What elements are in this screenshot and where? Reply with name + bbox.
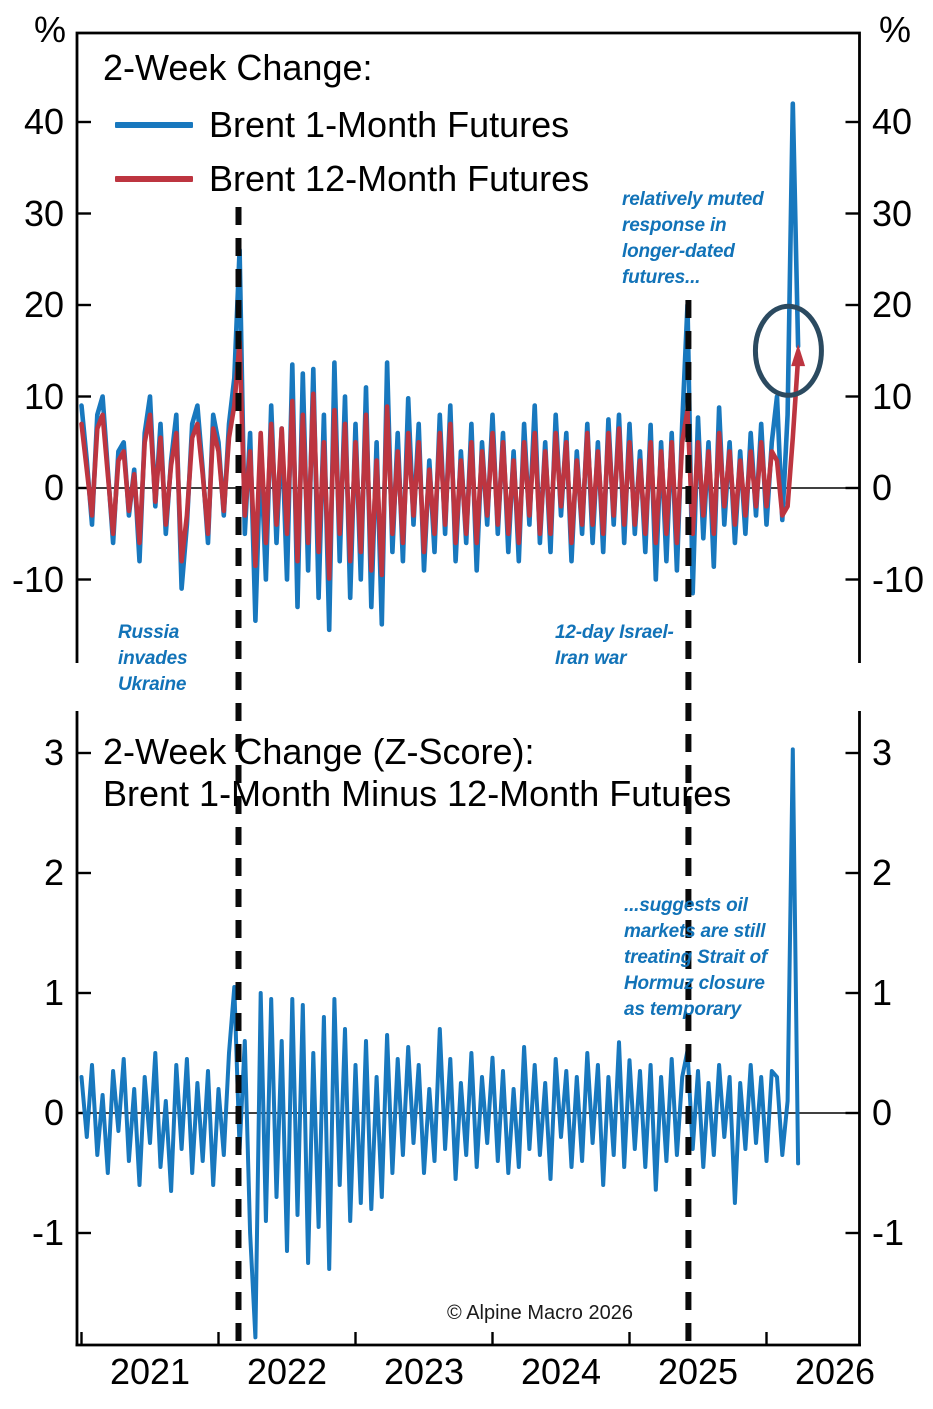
annotation-muted-response: relatively muted response in longer-date… xyxy=(622,187,764,291)
y-tick-label-right: 0 xyxy=(872,467,893,508)
annotation-line: Ukraine xyxy=(118,674,187,695)
y-tick-label-right: 0 xyxy=(872,1092,893,1133)
x-tick-label-2023: 2023 xyxy=(383,1351,465,1392)
y-tick-label-left: 20 xyxy=(23,284,64,325)
y-tick-label-left: 10 xyxy=(23,375,64,417)
annotation-strait-of-hormuz: ...suggests oil markets are still treati… xyxy=(624,893,767,1023)
x-tick-label-2026: 2026 xyxy=(794,1351,876,1392)
x-tick-label-2024: 2024 xyxy=(520,1351,602,1392)
red-line-arrowhead xyxy=(791,344,806,367)
y-axis-unit-right: % xyxy=(878,9,911,50)
y-tick-label-left: 0 xyxy=(43,1092,64,1133)
copyright-notice: © Alpine Macro 2026 xyxy=(447,1302,633,1324)
annotation-line: 12-day Israel- xyxy=(555,622,674,643)
y-tick-label-right: 3 xyxy=(872,732,893,773)
bottom-panel-title-line1: 2-Week Change (Z-Score): xyxy=(103,731,535,772)
annotation-line: Russia xyxy=(118,622,180,643)
legend-line-blue xyxy=(115,122,193,128)
annotation-line: markets are still xyxy=(624,921,766,942)
y-tick-label-left: 30 xyxy=(23,192,64,234)
y-axis-unit-left: % xyxy=(33,9,66,50)
annotation-line: treating Strait of xyxy=(624,947,768,968)
y-tick-label-right: 10 xyxy=(872,375,913,417)
legend-label-brent-12m: Brent 12-Month Futures xyxy=(209,158,590,199)
y-tick-label-left: 2 xyxy=(43,852,64,893)
brent-12m-line xyxy=(79,339,801,581)
annotation-line: response in xyxy=(622,215,727,236)
top-panel-frame xyxy=(75,31,861,663)
legend-line-red xyxy=(115,176,193,182)
y-tick-label-left: -1 xyxy=(31,1212,64,1253)
legend: Brent 1-Month Futures Brent 12-Month Fut… xyxy=(115,98,589,206)
annotation-line: longer-dated xyxy=(622,241,735,262)
bottom-panel-frame xyxy=(75,711,861,1347)
annotation-israel-iran-war: 12-day Israel- Iran war xyxy=(555,620,674,672)
annotation-line: relatively muted xyxy=(622,189,764,210)
x-tick-label-2025: 2025 xyxy=(657,1351,739,1392)
annotation-line: as temporary xyxy=(624,999,741,1020)
y-tick-label-left: 1 xyxy=(43,972,64,1013)
x-tick-label-2022: 2022 xyxy=(246,1351,328,1392)
y-tick-label-left: 40 xyxy=(23,101,64,142)
annotation-line: futures... xyxy=(622,267,701,288)
y-tick-label-right: 40 xyxy=(872,101,913,142)
legend-label-brent-1m: Brent 1-Month Futures xyxy=(209,104,570,145)
annotation-line: Iran war xyxy=(555,648,627,669)
y-tick-label-right: 1 xyxy=(872,972,893,1013)
zscore-line xyxy=(79,747,801,1340)
annotation-russia-invades-ukraine: Russia invades Ukraine xyxy=(118,620,188,698)
x-tick-label-2021: 2021 xyxy=(109,1351,191,1392)
y-tick-label-right: 30 xyxy=(872,192,913,234)
muted-response-circle-annotation xyxy=(752,303,824,398)
y-tick-label-right: -10 xyxy=(872,558,925,600)
y-tick-label-right: 20 xyxy=(872,284,913,325)
annotation-line: ...suggests oil xyxy=(624,895,748,916)
y-tick-label-left: 3 xyxy=(43,732,64,773)
y-tick-label-right: 2 xyxy=(872,852,893,893)
bottom-panel-title-line2: Brent 1-Month Minus 12-Month Futures xyxy=(103,773,732,814)
legend-item-brent-12m: Brent 12-Month Futures xyxy=(115,152,589,206)
top-panel-title: 2-Week Change: xyxy=(103,47,373,88)
annotation-line: Hormuz closure xyxy=(624,973,765,994)
y-tick-label-right: -1 xyxy=(872,1212,905,1253)
legend-item-brent-1m: Brent 1-Month Futures xyxy=(115,98,589,152)
y-tick-label-left: 0 xyxy=(43,467,64,508)
y-tick-label-left: -10 xyxy=(11,558,64,600)
bottom-panel-title: 2-Week Change (Z-Score): Brent 1-Month M… xyxy=(103,731,731,815)
annotation-line: invades xyxy=(118,648,188,669)
